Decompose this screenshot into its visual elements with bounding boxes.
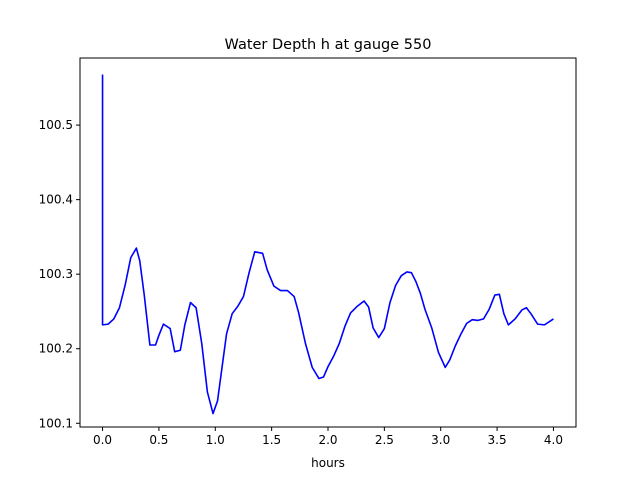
x-axis: 0.0 0.5 1.0 1.5 2.0 2.5 3.0 3.5 4.0 [93, 427, 563, 447]
x-axis-label: hours [311, 456, 345, 470]
series-line-0 [101, 74, 554, 415]
x-tick-label: 1.5 [262, 433, 281, 447]
x-tick-label: 1.0 [206, 433, 225, 447]
x-tick-label: 2.5 [375, 433, 394, 447]
y-tick-label: 100.4 [39, 193, 73, 207]
x-tick-label: 3.5 [488, 433, 507, 447]
y-tick-label: 100.5 [39, 118, 73, 132]
x-tick-label: 3.0 [431, 433, 450, 447]
x-tick-label: 0.0 [93, 433, 112, 447]
x-tick-label: 4.0 [544, 433, 563, 447]
chart-title: Water Depth h at gauge 550 [225, 37, 432, 53]
y-tick-label: 100.3 [39, 267, 73, 281]
x-tick-label: 0.5 [149, 433, 168, 447]
x-tick-label: 2.0 [318, 433, 337, 447]
y-tick-label: 100.1 [39, 416, 73, 430]
y-tick-label: 100.2 [39, 342, 73, 356]
plot-area [101, 74, 554, 415]
plot-frame [79, 57, 577, 428]
y-axis: 100.1 100.2 100.3 100.4 100.5 [39, 118, 80, 430]
